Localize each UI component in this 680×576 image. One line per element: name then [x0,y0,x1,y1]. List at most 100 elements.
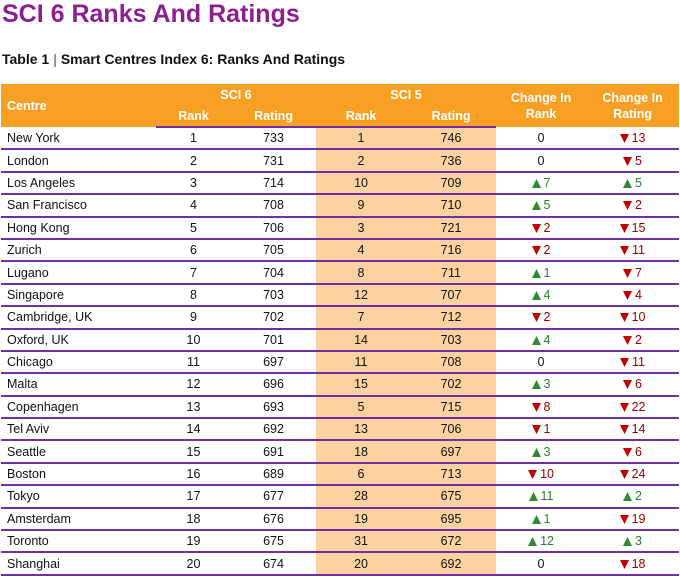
change-cell: 2 [496,306,587,330]
table-row: Copenhagen 13 693 5 715 8 22 [1,395,680,420]
change-cell: 0 [496,350,587,375]
arrow-shape [531,313,541,323]
table-cell: 714 [231,171,317,196]
change-cell: 8 [496,395,587,420]
table-row: New York 1 733 1 746 0 13 [1,127,680,151]
arrow-shape [528,537,538,547]
table-cell: 3 [156,171,231,196]
arrow-down [531,246,541,256]
change-cell: 22 [586,395,680,420]
table-row: Cambridge, UK 9 702 7 712 2 10 [1,306,680,330]
table-cell: Cambridge, UK [1,306,156,330]
caption-label: Table 1 [2,51,50,67]
arrow-up [531,447,541,457]
header-cell: Rank [316,106,407,128]
change-value: 12 [540,534,554,549]
change-value: 1 [543,265,551,280]
table-cell: 710 [406,194,497,218]
table-row: Malta 12 696 15 702 3 6 [1,373,680,397]
change-cell: 18 [586,552,680,576]
arrow-up [531,268,541,278]
table-cell: 7 [316,306,407,330]
arrow-up [623,537,633,547]
change-cell: 4 [496,328,587,352]
table-cell: 10 [316,171,407,196]
change-cell: 7 [586,261,680,285]
table-cell: Malta [1,373,156,397]
table-cell: 706 [231,216,317,240]
arrow-down [531,313,541,323]
arrow-down [531,425,541,435]
arrow-shape [619,223,629,233]
change-cell: 3 [586,530,680,554]
change-value: 13 [631,130,646,145]
change-cell: 5 [496,194,587,218]
change-value: 6 [635,377,642,392]
arrow-shape [531,290,541,300]
table-cell: 6 [156,238,231,263]
table-cell: 702 [406,373,497,397]
change-value: 5 [635,153,642,168]
arrow-down [528,470,538,480]
table-cell: 8 [316,261,407,285]
change-cell: 5 [586,149,680,173]
page-title: SCI 6 Ranks And Ratings [2,0,300,28]
arrow-shape [531,425,541,435]
table-cell: 675 [406,485,497,509]
table-cell: 697 [406,440,497,464]
table-cell: 697 [231,350,317,375]
arrow-down [623,156,633,166]
ranks-table: Centre SCI 6 SCI 5 Change In Rank Change… [1,84,680,576]
header-cell: Centre [1,84,156,127]
table-cell: Los Angeles [1,171,156,196]
change-value: 0 [537,556,545,571]
table-cell: 13 [316,418,407,442]
arrow-shape [531,223,541,233]
table-cell: Lugano [1,261,156,285]
table-cell: 11 [316,350,407,375]
arrow-shape [623,492,633,502]
arrow-shape [619,402,629,412]
change-value: 3 [543,444,551,459]
change-value: 11 [540,489,554,504]
table-cell: 1 [316,127,407,151]
arrow-shape [623,268,633,278]
table-cell: 702 [231,306,317,330]
table-row: Toronto 19 675 31 672 12 3 [1,530,680,554]
arrow-shape [620,246,630,256]
change-value: 15 [631,220,646,235]
header-cell: Rank [156,106,231,128]
change-cell: 7 [496,171,587,196]
arrow-down [619,223,629,233]
arrow-down [623,290,633,300]
table-cell: 707 [406,283,497,308]
table-caption: Table 1 | Smart Centres Index 6: Ranks And… [2,51,345,67]
change-cell: 0 [496,127,587,151]
change-cell: 4 [496,283,587,308]
change-cell: 19 [586,507,680,532]
table-cell: 695 [406,507,497,532]
table-cell: 692 [406,552,497,576]
arrow-shape [531,268,541,278]
table-cell: 15 [316,373,407,397]
arrow-shape [531,335,541,345]
table-row: Chicago 11 697 11 708 0 11 [1,350,680,375]
table-cell: 10 [156,328,231,352]
arrow-shape [528,492,538,502]
header-cell: Rating [406,106,497,128]
change-value: 11 [632,355,646,370]
change-cell: 12 [496,530,587,554]
table-cell: 20 [316,552,407,576]
table-cell: Singapore [1,283,156,308]
arrow-shape [619,514,629,524]
change-cell: 11 [586,350,680,375]
change-value: 22 [631,399,646,414]
table-cell: 18 [156,507,231,532]
arrow-shape [623,290,633,300]
arrow-shape [619,559,629,569]
table-cell: 677 [231,485,317,509]
header-cell: Rating [231,106,317,128]
change-cell: 14 [586,418,680,442]
table-cell: 708 [231,194,317,218]
arrow-down [623,447,633,457]
